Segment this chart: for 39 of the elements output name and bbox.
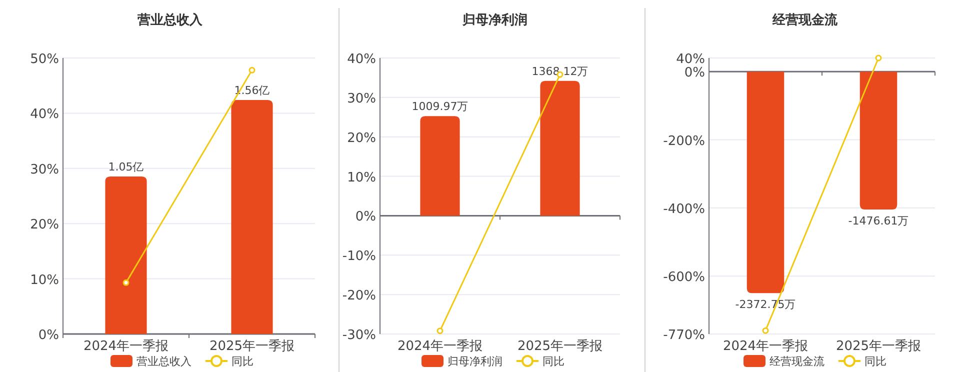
y-tick-label: 30% (30, 162, 59, 178)
y-tick-label: -770% (663, 328, 705, 343)
y-tick-label: 20% (30, 218, 59, 233)
y-tick-label: 40% (676, 52, 705, 67)
y-tick-label: -20% (342, 288, 376, 304)
x-tick-label: 2024年一季报 (397, 339, 483, 354)
x-tick-label: 2025年一季报 (517, 339, 603, 354)
y-tick-label: 10% (30, 272, 59, 288)
legend-label: 营业总收入 (136, 355, 192, 368)
y-tick-label: -600% (663, 270, 705, 286)
y-tick-label: -200% (663, 134, 705, 149)
data-label: 1009.97万 (412, 100, 468, 114)
legend-label: 同比 (864, 355, 886, 368)
x-tick-label: 2024年一季报 (722, 339, 808, 354)
x-tick-label: 2024年一季报 (83, 339, 169, 354)
legend-label: 同比 (232, 355, 254, 368)
data-label: 1.05亿 (108, 160, 144, 174)
y-tick-label: 50% (30, 52, 59, 67)
legend-label: 同比 (542, 355, 564, 368)
y-tick-label: 0% (38, 328, 59, 343)
y-tick-label: -30% (342, 328, 376, 343)
y-tick-label: 0% (355, 210, 376, 225)
y-tick-label: 0% (684, 66, 705, 81)
data-label: 1368.12万 (532, 64, 588, 78)
x-tick-label: 2025年一季报 (836, 339, 922, 354)
y-tick-label: 20% (347, 130, 376, 146)
y-tick-label: 40% (347, 52, 376, 67)
y-tick-label: 10% (347, 170, 376, 186)
legend-label: 经营现金流 (770, 355, 824, 368)
y-tick-label: 30% (347, 91, 376, 106)
y-tick-label: -10% (342, 249, 376, 264)
data-label: -1476.61万 (848, 214, 909, 228)
chart-title: 经营现金流 (772, 12, 838, 28)
x-tick-label: 2025年一季报 (209, 339, 295, 354)
y-tick-label: 40% (30, 107, 59, 122)
chart-title: 营业总收入 (136, 12, 204, 28)
chart-title: 归母净利润 (462, 12, 528, 28)
legend-label: 归母净利润 (448, 355, 502, 368)
y-tick-label: -400% (663, 202, 705, 217)
